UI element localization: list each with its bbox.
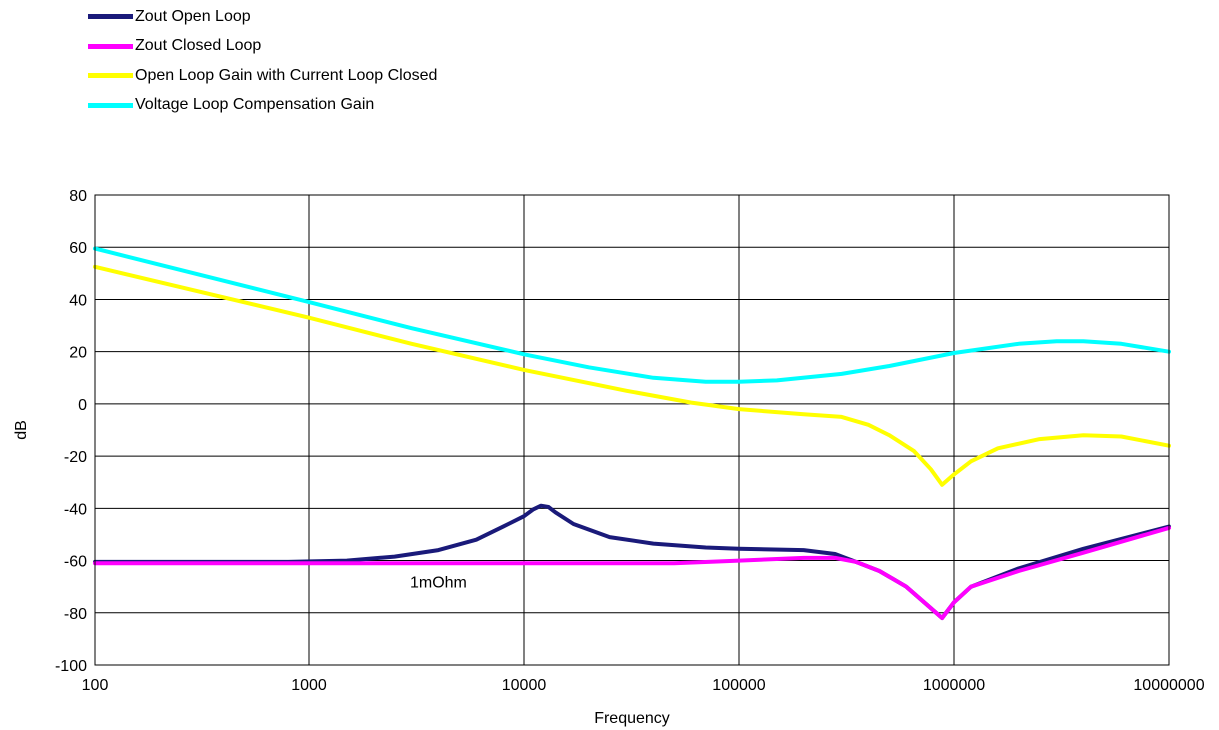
legend-item: Voltage Loop Compensation Gain — [88, 91, 437, 121]
y-tick-label: 80 — [69, 188, 87, 205]
legend-item: Zout Closed Loop — [88, 32, 437, 62]
y-tick-label: 20 — [69, 345, 87, 362]
y-tick-label: 0 — [78, 397, 87, 414]
x-tick-label: 10000000 — [1133, 677, 1204, 694]
series-line-compensation-gain — [93, 246, 1171, 384]
x-axis-title: Frequency — [594, 710, 670, 727]
legend-swatch — [88, 43, 133, 49]
tick-labels: 80 60 40 20 0 -20 -40 -60 -80 -100 100 1000 10000 100… — [55, 188, 1205, 694]
y-tick-label: -80 — [64, 606, 87, 623]
y-axis-title: dB — [13, 420, 30, 440]
series-line-open-loop-gain — [93, 264, 1171, 487]
x-tick-label: 1000 — [291, 677, 327, 694]
legend: Zout Open Loop Zout Closed Loop Open Loo… — [88, 2, 437, 120]
y-tick-label: -20 — [64, 449, 87, 466]
legend-label: Zout Open Loop — [135, 7, 251, 25]
annotation-label: 1mOhm — [410, 574, 467, 591]
plot-frame — [94, 194, 1170, 666]
gridlines — [95, 194, 1169, 666]
legend-label: Voltage Loop Compensation Gain — [135, 96, 375, 114]
series-group — [93, 246, 1171, 620]
legend-swatch — [88, 14, 133, 20]
legend-swatch — [88, 102, 133, 108]
x-tick-label: 100 — [82, 677, 109, 694]
legend-label: Zout Closed Loop — [135, 37, 262, 55]
x-tick-label: 100000 — [712, 677, 765, 694]
y-tick-label: -40 — [64, 501, 87, 518]
legend-item: Zout Open Loop — [88, 2, 437, 32]
y-tick-label: -100 — [55, 658, 87, 675]
legend-swatch — [88, 73, 133, 79]
x-tick-label: 1000000 — [923, 677, 985, 694]
y-tick-label: -60 — [64, 554, 87, 571]
series-line-zout-closed-loop — [93, 525, 1171, 620]
legend-label: Open Loop Gain with Current Loop Closed — [135, 66, 438, 84]
x-tick-label: 10000 — [502, 677, 547, 694]
y-tick-label: 60 — [69, 240, 87, 257]
legend-item: Open Loop Gain with Current Loop Closed — [88, 61, 437, 91]
y-tick-label: 40 — [69, 292, 87, 309]
